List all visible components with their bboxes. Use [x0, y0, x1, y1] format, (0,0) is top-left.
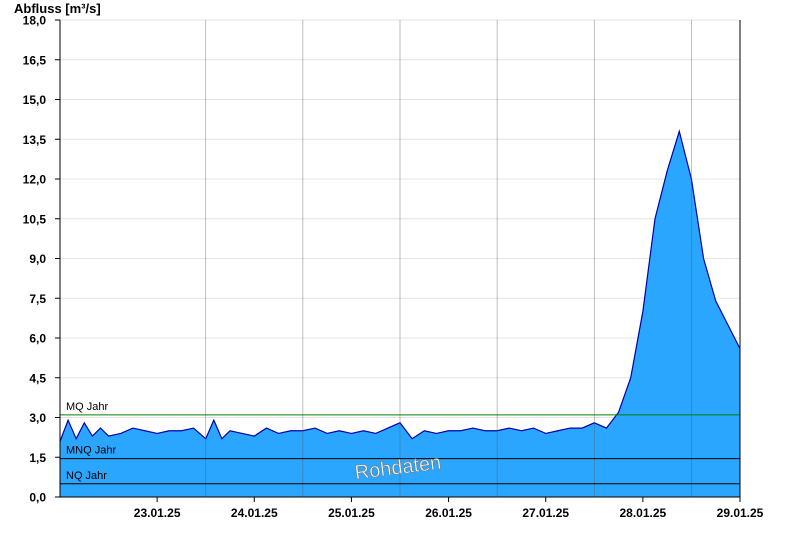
- y-tick-label: 7,5: [29, 292, 46, 306]
- x-tick-label: 28.01.25: [619, 506, 666, 520]
- x-tick-label: 29.01.25: [717, 506, 764, 520]
- x-tick-label: 25.01.25: [328, 506, 375, 520]
- reference-line-label: MNQ Jahr: [66, 445, 116, 457]
- y-tick-label: 13,5: [23, 133, 47, 147]
- y-tick-label: 10,5: [23, 212, 47, 226]
- y-tick-label: 9,0: [29, 252, 46, 266]
- x-tick-label: 27.01.25: [522, 506, 569, 520]
- x-tick-label: 24.01.25: [231, 506, 278, 520]
- y-tick-label: 4,5: [29, 371, 46, 385]
- y-tick-label: 15,0: [23, 93, 47, 107]
- y-tick-label: 3,0: [29, 411, 46, 425]
- x-tick-label: 26.01.25: [425, 506, 472, 520]
- y-tick-label: 1,5: [29, 451, 46, 465]
- reference-line-label: NQ Jahr: [66, 470, 107, 482]
- y-tick-label: 18,0: [23, 14, 47, 28]
- y-tick-label: 0,0: [29, 491, 46, 505]
- discharge-line: [59, 129, 741, 442]
- y-tick-label: 16,5: [23, 53, 47, 67]
- y-tick-label: 12,0: [23, 173, 47, 187]
- x-tick-label: 23.01.25: [134, 506, 181, 520]
- reference-line-label: MQ Jahr: [66, 401, 109, 413]
- y-tick-label: 6,0: [29, 332, 46, 346]
- y-axis-label: Abfluss [m³/s]: [14, 1, 101, 16]
